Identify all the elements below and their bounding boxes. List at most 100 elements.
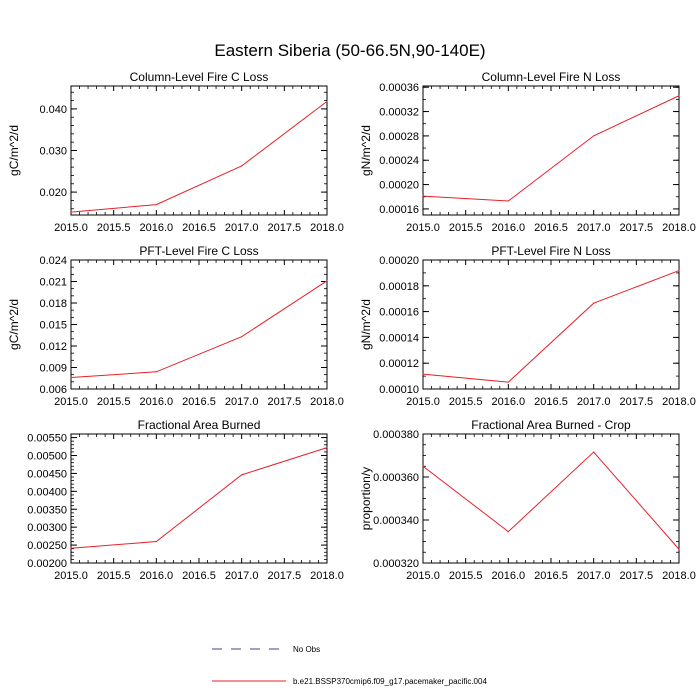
- y-tick-label: 0.00550: [27, 433, 67, 445]
- x-tick-label: 2018.0: [310, 570, 344, 582]
- data-point: [422, 465, 424, 467]
- data-point: [326, 280, 328, 282]
- series-line: [70, 447, 328, 549]
- x-tick-label: 2015.0: [54, 570, 88, 582]
- data-point: [326, 447, 328, 449]
- x-tick-label: 2015.5: [97, 396, 131, 408]
- plot-frame: [70, 85, 328, 216]
- x-tick-label: 2016.5: [534, 396, 568, 408]
- y-tick-label: 0.00014: [379, 332, 419, 344]
- x-tick-label: 2015.0: [54, 222, 88, 234]
- y-axis-label: gC/m^2/d: [7, 125, 21, 176]
- y-tick-label: 0.020: [39, 187, 67, 199]
- data-point: [422, 195, 424, 197]
- data-point: [155, 540, 157, 543]
- data-point: [70, 211, 72, 213]
- x-tick-label: 2017.5: [620, 222, 654, 234]
- data-point: [507, 200, 509, 202]
- y-axis-label: proportion/y: [359, 467, 373, 530]
- x-tick-label: 2017.0: [577, 222, 611, 234]
- plot-frame: [422, 433, 680, 564]
- x-tick-label: 2017.0: [577, 396, 611, 408]
- panels-group: Column-Level Fire C Loss 2015.0 2015.5 2016…: [7, 70, 696, 582]
- x-tick-label: 2015.5: [449, 570, 483, 582]
- x-tick-label: 2018.0: [310, 396, 344, 408]
- x-tick-label: 2015.0: [406, 222, 440, 234]
- figure-title: Eastern Siberia (50-66.5N,90-140E): [214, 41, 485, 60]
- plot-frame: [422, 85, 680, 216]
- x-tick-label: 2017.0: [225, 396, 259, 408]
- x-tick-label: 2016.5: [182, 570, 216, 582]
- series-line: [422, 270, 680, 383]
- plot-frame: [70, 433, 328, 564]
- y-tick-label: 0.00300: [27, 522, 67, 534]
- y-tick-label: 0.000380: [373, 429, 419, 441]
- x-tick-label: 2016.5: [182, 222, 216, 234]
- x-tick-label: 2017.0: [577, 570, 611, 582]
- panel-title: Fractional Area Burned: [138, 418, 261, 432]
- data-point: [241, 165, 243, 167]
- y-tick-label: 0.018: [39, 298, 67, 310]
- x-tick-label: 2017.0: [225, 570, 259, 582]
- x-tick-label: 2017.5: [620, 570, 654, 582]
- x-tick-label: 2016.0: [140, 570, 174, 582]
- x-tick-label: 2015.0: [406, 570, 440, 582]
- x-tick-label: 2018.0: [662, 222, 696, 234]
- x-tick-label: 2016.0: [140, 222, 174, 234]
- y-tick-label: 0.024: [39, 255, 67, 267]
- x-tick-label: 2015.5: [449, 222, 483, 234]
- y-tick-label: 0.012: [39, 341, 67, 353]
- y-tick-label: 0.00028: [379, 131, 419, 143]
- y-tick-label: 0.00450: [27, 468, 67, 480]
- data-point: [507, 381, 509, 383]
- y-tick-label: 0.030: [39, 146, 67, 158]
- data-point: [593, 451, 595, 453]
- panel-6: Fractional Area Burned - Crop 2015.0 2015.…: [359, 418, 696, 582]
- data-point: [678, 95, 680, 97]
- y-axis-label: gN/m^2/d: [359, 125, 373, 176]
- panel-title: Column-Level Fire N Loss: [482, 70, 621, 84]
- x-tick-label: 2015.0: [54, 396, 88, 408]
- y-tick-label: 0.00400: [27, 486, 67, 498]
- y-tick-label: 0.00016: [379, 204, 419, 216]
- y-tick-label: 0.00020: [379, 180, 419, 192]
- panel-1: Column-Level Fire C Loss 2015.0 2015.5 2016…: [7, 70, 344, 234]
- y-axis-label: gN/m^2/d: [359, 299, 373, 350]
- data-point: [241, 474, 243, 476]
- y-tick-label: 0.040: [39, 104, 67, 116]
- y-tick-label: 0.000320: [373, 558, 419, 570]
- y-tick-label: 0.00018: [379, 281, 419, 293]
- data-point: [422, 373, 424, 375]
- data-point: [593, 135, 595, 137]
- data-point: [155, 203, 157, 206]
- plot-frame: [70, 259, 328, 390]
- data-point: [241, 336, 243, 338]
- y-tick-label: 0.009: [39, 363, 67, 375]
- panel-title: PFT-Level Fire C Loss: [139, 244, 258, 258]
- x-tick-label: 2015.5: [97, 570, 131, 582]
- data-point: [678, 269, 680, 272]
- legend-label-no-obs: No Obs: [293, 645, 320, 654]
- x-tick-label: 2015.0: [406, 396, 440, 408]
- data-point: [593, 302, 595, 304]
- x-tick-label: 2016.0: [140, 396, 174, 408]
- x-tick-label: 2016.0: [492, 570, 526, 582]
- plot-frame: [422, 259, 680, 390]
- data-point: [70, 547, 72, 549]
- y-tick-label: 0.00016: [379, 307, 419, 319]
- legend: No Obs b.e21.BSSP370cmip6.f09_g17.pacema…: [212, 645, 487, 686]
- series-line: [422, 95, 680, 202]
- y-tick-label: 0.015: [39, 320, 67, 332]
- panel-title: PFT-Level Fire N Loss: [491, 244, 610, 258]
- y-tick-label: 0.00250: [27, 540, 67, 552]
- y-tick-label: 0.00032: [379, 107, 419, 119]
- x-tick-label: 2017.0: [225, 222, 259, 234]
- x-tick-label: 2016.5: [534, 570, 568, 582]
- panel-2: Column-Level Fire N Loss 2015.0 2015.5 2016…: [359, 70, 696, 234]
- panel-3: PFT-Level Fire C Loss 2015.0 2015.5 2016.0 2…: [7, 244, 344, 408]
- panel-4: PFT-Level Fire N Loss 2015.0 2015.5 2016.0 2…: [359, 244, 696, 408]
- legend-label-model: b.e21.BSSP370cmip6.f09_g17.pacemaker_pac…: [293, 677, 487, 686]
- x-tick-label: 2017.5: [268, 396, 302, 408]
- y-tick-label: 0.00500: [27, 451, 67, 463]
